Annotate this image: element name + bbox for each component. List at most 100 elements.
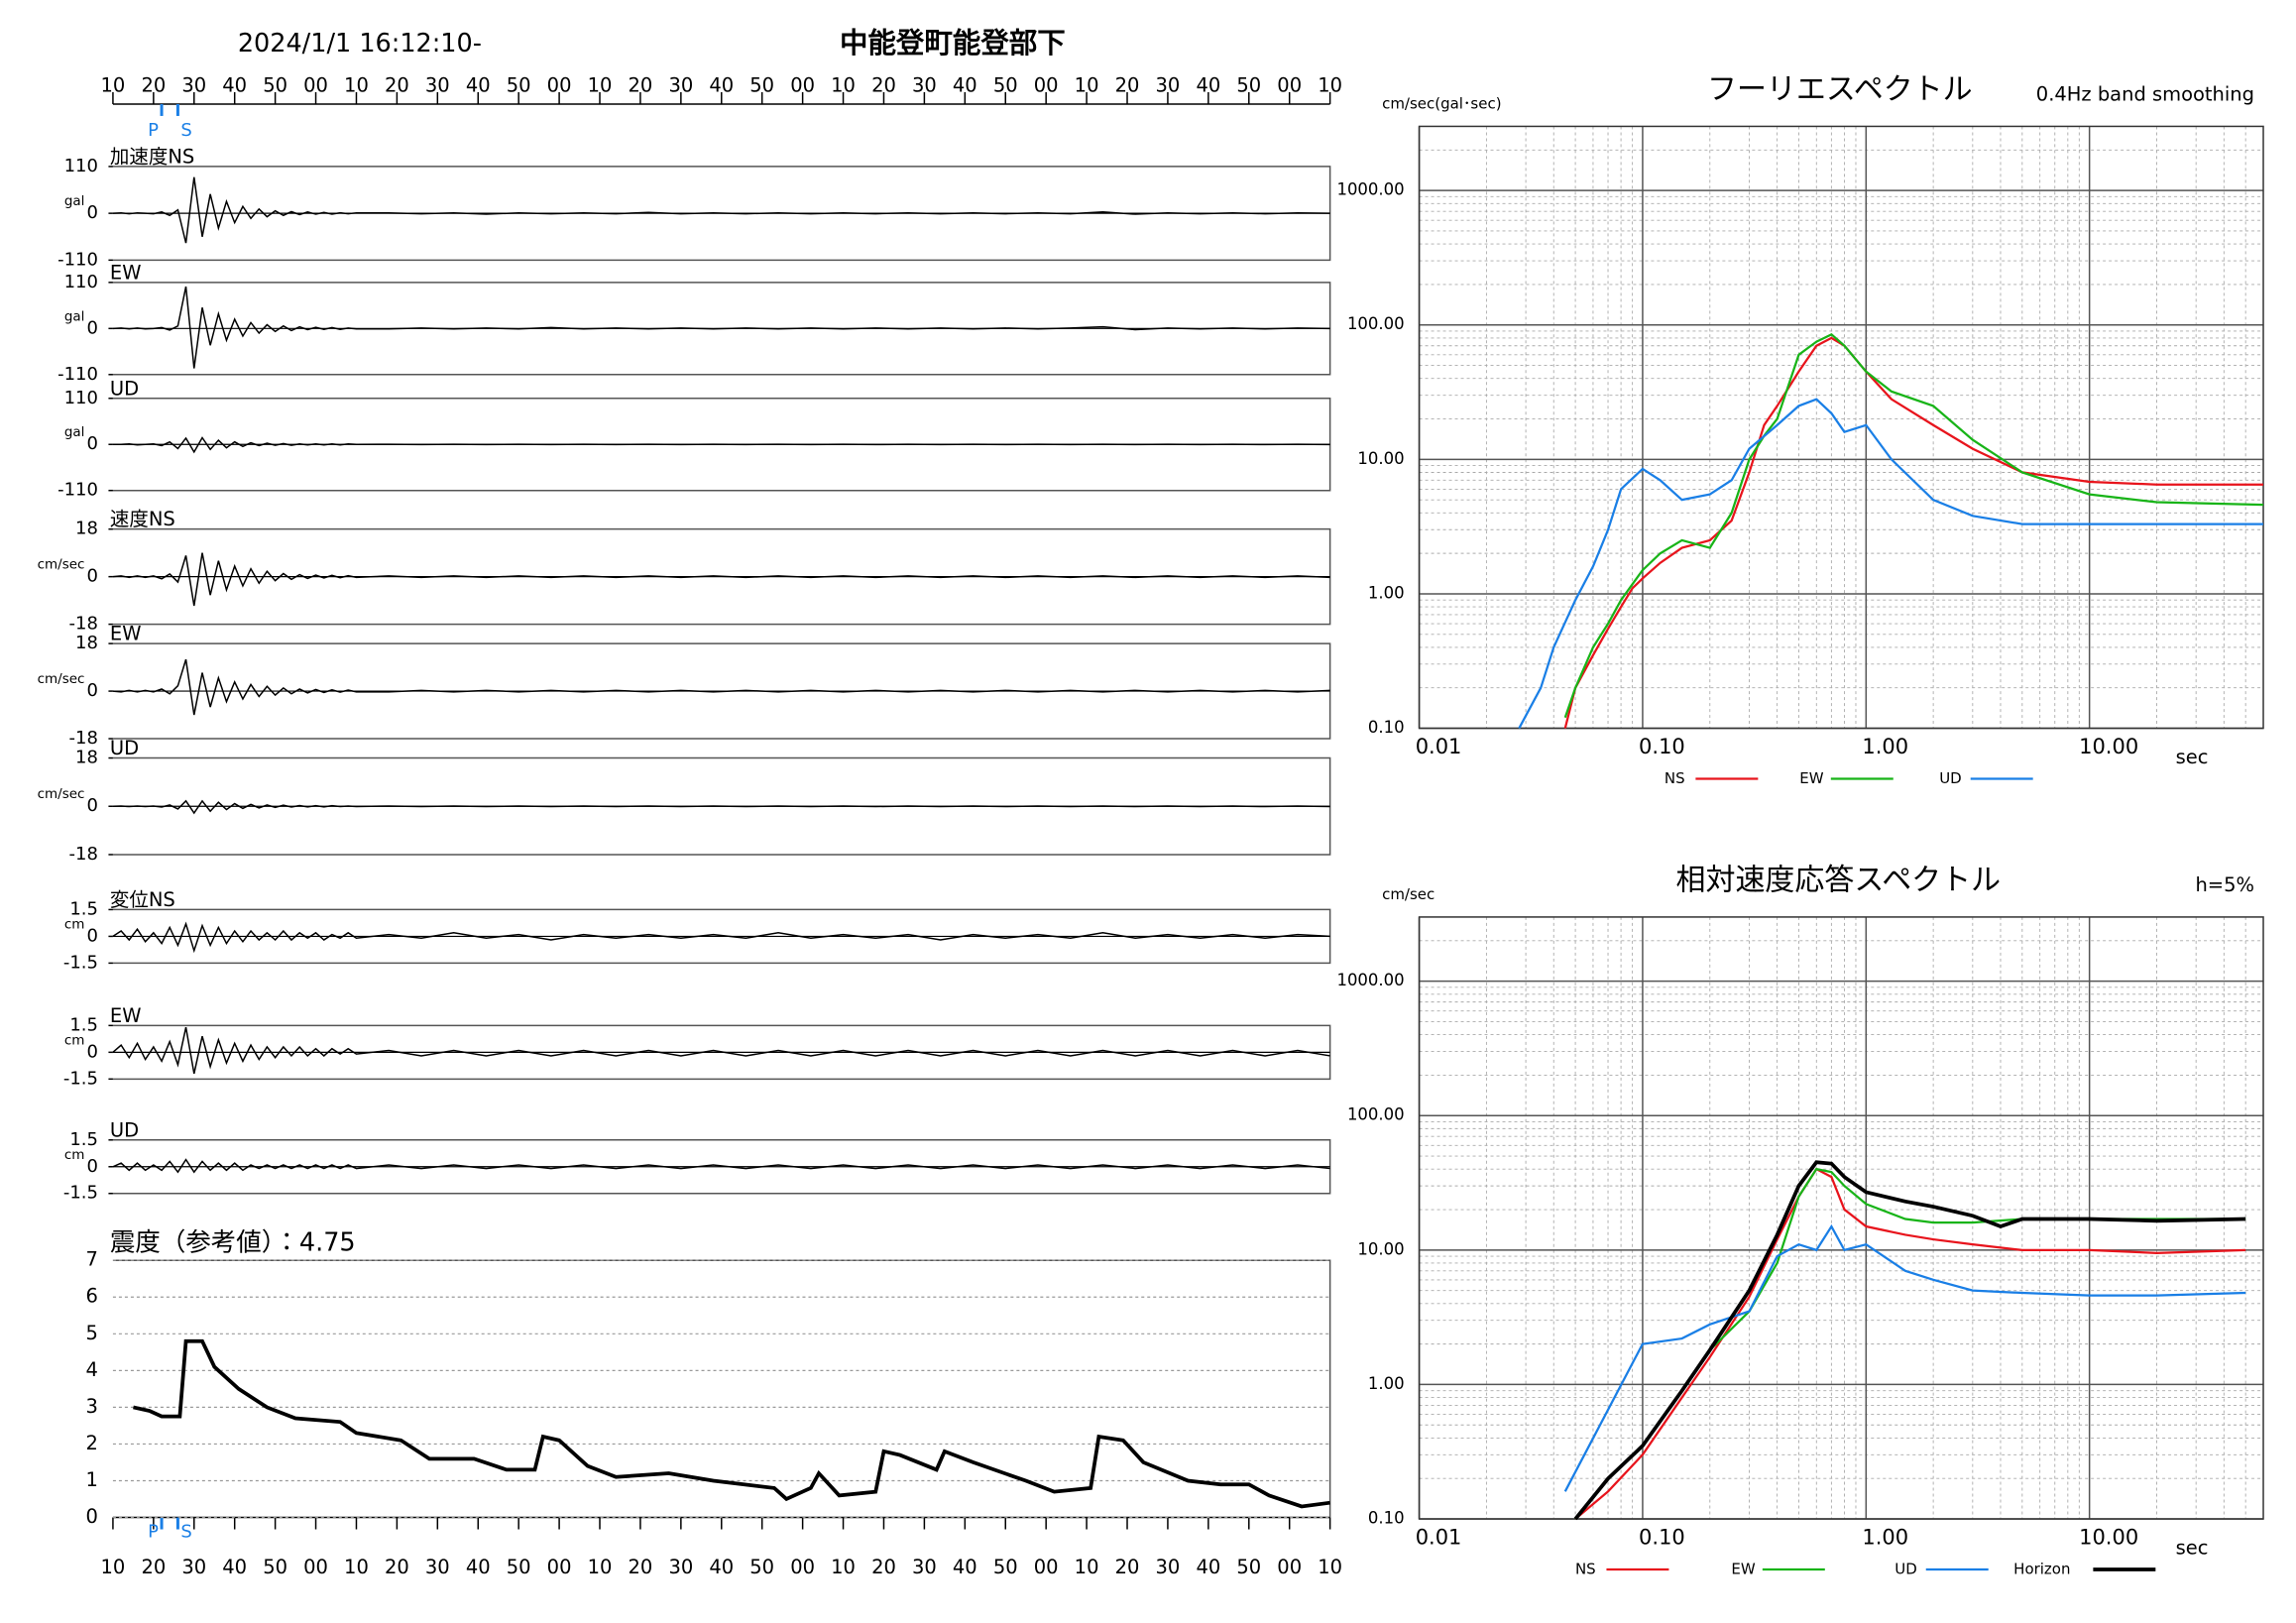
- time-tick-label: 10: [101, 1556, 126, 1578]
- time-tick-label: 00: [1034, 1556, 1059, 1578]
- y-tick-label: 1000.00: [1336, 180, 1404, 199]
- waveform: [112, 1158, 1330, 1174]
- time-tick-label: 20: [629, 73, 653, 96]
- legend-label: EW: [1731, 1561, 1755, 1578]
- time-tick-label: 20: [629, 1556, 653, 1578]
- time-tick-label: 40: [222, 73, 247, 96]
- time-tick-label: 50: [1236, 1556, 1261, 1578]
- y-tick-label: -1.5: [63, 1068, 98, 1089]
- waveform: [112, 286, 1330, 369]
- spectrum-line: [1563, 332, 2264, 719]
- y-tick-label: 18: [75, 633, 98, 653]
- time-tick-label: 20: [385, 73, 409, 96]
- time-tick-label: 40: [466, 73, 491, 96]
- time-tick-label: 50: [507, 73, 531, 96]
- time-tick-label: 00: [1277, 73, 1302, 96]
- chart-title: フーリエスペクトル: [1707, 72, 1973, 107]
- y-tick-label: 6: [86, 1285, 98, 1308]
- unit-label: cm: [64, 916, 85, 932]
- waveform: [112, 1027, 1330, 1075]
- x-tick-label: 0.01: [1416, 1526, 1462, 1550]
- unit-label: cm/sec: [38, 557, 85, 573]
- phase-label: S: [180, 120, 191, 141]
- panel-title: EW: [110, 261, 142, 284]
- time-tick-label: 10: [101, 73, 126, 96]
- legend-label: EW: [1799, 769, 1823, 787]
- time-tick-label: 30: [912, 73, 937, 96]
- time-tick-label: 30: [181, 1556, 206, 1578]
- time-tick-label: 20: [1115, 1556, 1140, 1578]
- time-tick-label: 40: [953, 1556, 977, 1578]
- spectrum-line: [1518, 398, 2264, 730]
- y-tick-label: -110: [57, 480, 98, 501]
- plot-frame: [1418, 916, 2264, 1520]
- chart-title: 相対速度応答スペクトル: [1676, 863, 2002, 897]
- time-tick-label: 00: [1034, 73, 1059, 96]
- y-tick-label: 0.10: [1368, 718, 1405, 737]
- time-tick-label: 50: [263, 1556, 287, 1578]
- panel-frame: [112, 1259, 1331, 1518]
- y-tick-label: 1.00: [1368, 583, 1405, 602]
- time-tick-label: 20: [385, 1556, 409, 1578]
- time-tick-label: 00: [1277, 1556, 1302, 1578]
- time-tick-label: 40: [466, 1556, 491, 1578]
- legend-label: UD: [1939, 769, 1962, 787]
- x-tick-label: 0.01: [1416, 735, 1462, 758]
- spectrum-line: [1573, 1160, 2246, 1521]
- x-tick-label: 1.00: [1862, 1526, 1908, 1550]
- waveform: [112, 552, 1330, 607]
- y-tick-label: 0: [86, 566, 97, 587]
- time-tick-label: 30: [425, 73, 450, 96]
- y-tick-label: -110: [57, 249, 98, 270]
- time-tick-label: 10: [344, 1556, 369, 1578]
- time-tick-label: 30: [668, 73, 693, 96]
- y-tick-label: 1.5: [69, 898, 98, 919]
- phase-label: S: [180, 1522, 191, 1543]
- time-tick-label: 30: [668, 1556, 693, 1578]
- time-tick-label: 30: [425, 1556, 450, 1578]
- y-tick-label: 0: [86, 925, 97, 946]
- x-tick-label: 0.10: [1639, 1526, 1685, 1550]
- time-tick-label: 10: [831, 1556, 856, 1578]
- y-tick-label: 1.5: [69, 1129, 98, 1150]
- y-tick-label: 7: [86, 1248, 98, 1271]
- datetime: 2024/1/1 16:12:10-: [238, 29, 482, 58]
- y-tick-label: -110: [57, 364, 98, 385]
- y-tick-label: 4: [86, 1358, 98, 1381]
- y-tick-label: 110: [64, 272, 98, 292]
- phase-label: P: [148, 1522, 159, 1543]
- time-tick-label: 20: [871, 1556, 896, 1578]
- x-axis-label: sec: [2176, 746, 2209, 768]
- unit-label: cm/sec: [38, 671, 85, 687]
- time-tick-label: 20: [141, 1556, 166, 1578]
- y-tick-label: -1.5: [63, 952, 98, 973]
- unit-label: gal: [64, 308, 85, 324]
- spectrum-line: [1563, 1223, 2246, 1492]
- time-tick-label: 00: [790, 1556, 815, 1578]
- y-tick-label: 1000.00: [1336, 971, 1404, 989]
- panel-title: 震度（参考値）：4.75: [110, 1228, 356, 1258]
- y-tick-label: 0: [86, 317, 97, 338]
- time-tick-label: 10: [1075, 73, 1099, 96]
- y-tick-label: 110: [64, 156, 98, 176]
- chart-subtitle: 0.4Hz band smoothing: [2036, 82, 2254, 105]
- spectrum-line: [1563, 336, 2264, 729]
- panel-title: 加速度NS: [110, 145, 194, 168]
- y-tick-label: 18: [75, 519, 98, 539]
- time-tick-label: 50: [263, 73, 287, 96]
- y-tick-label: -18: [69, 614, 98, 635]
- y-tick-label: -18: [69, 728, 98, 749]
- panel-title: 速度NS: [110, 508, 175, 530]
- time-tick-label: 20: [871, 73, 896, 96]
- time-tick-label: 20: [141, 73, 166, 96]
- panel-title: 変位NS: [110, 888, 175, 911]
- waveform: [112, 436, 1330, 454]
- time-tick-label: 40: [1196, 1556, 1220, 1578]
- y-tick-label: 100.00: [1347, 314, 1405, 333]
- time-tick-label: 10: [1318, 73, 1342, 96]
- y-tick-label: 5: [86, 1322, 98, 1344]
- time-tick-label: 40: [222, 1556, 247, 1578]
- time-tick-label: 00: [547, 1556, 572, 1578]
- time-tick-label: 40: [1196, 73, 1220, 96]
